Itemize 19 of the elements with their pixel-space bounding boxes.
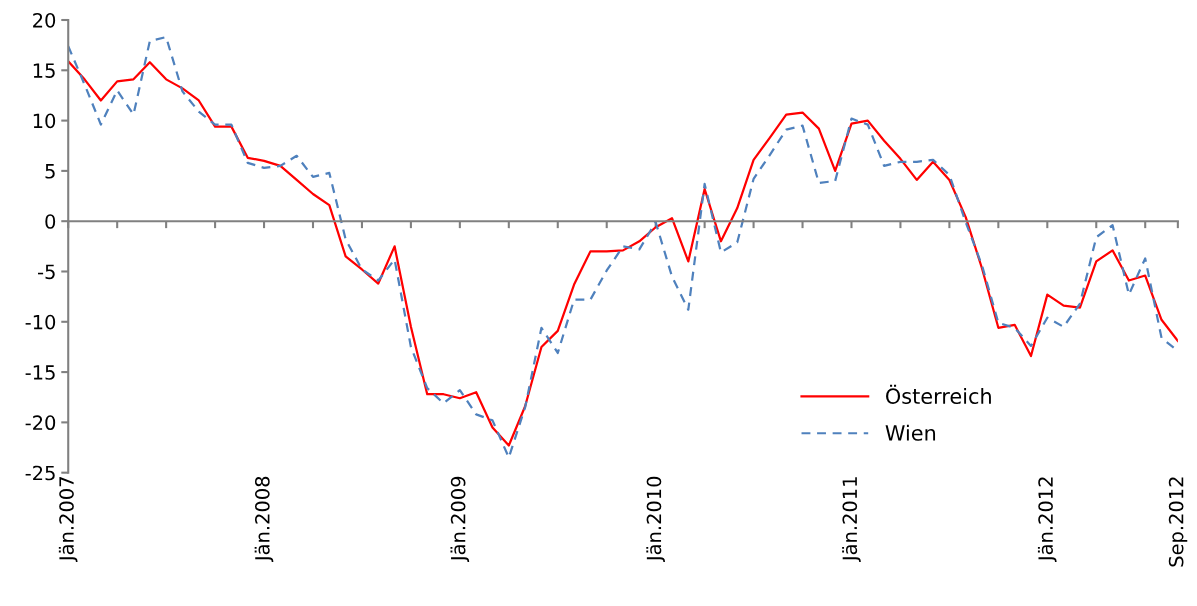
x-tick-label: Jän.2012 xyxy=(1037,477,1057,563)
legend-label: Österreich xyxy=(886,384,991,405)
y-tick-label: 15 xyxy=(33,63,55,78)
x-tick-label: Jän.2010 xyxy=(646,476,665,563)
legend-label: Wien xyxy=(885,424,936,441)
x-tick-label: Jän.2007 xyxy=(58,477,78,563)
y-tick-label: 10 xyxy=(33,113,56,129)
y-tick-label: -5 xyxy=(37,264,55,280)
x-tick-label: Jän.2011 xyxy=(842,477,861,563)
x-tick-label: Jän.2009 xyxy=(450,476,470,563)
y-tick-label: 20 xyxy=(33,12,56,28)
y-tick-label: 5 xyxy=(45,164,55,179)
y-tick-label: -25 xyxy=(25,465,55,481)
x-tick-label: Sep.2012 xyxy=(1168,477,1188,567)
y-tick-label: -20 xyxy=(25,415,56,431)
y-tick-label: -10 xyxy=(25,314,56,330)
x-tick-label: Jän.2008 xyxy=(254,476,274,563)
y-tick-label: -15 xyxy=(25,365,55,380)
y-tick-label: 0 xyxy=(45,214,56,229)
